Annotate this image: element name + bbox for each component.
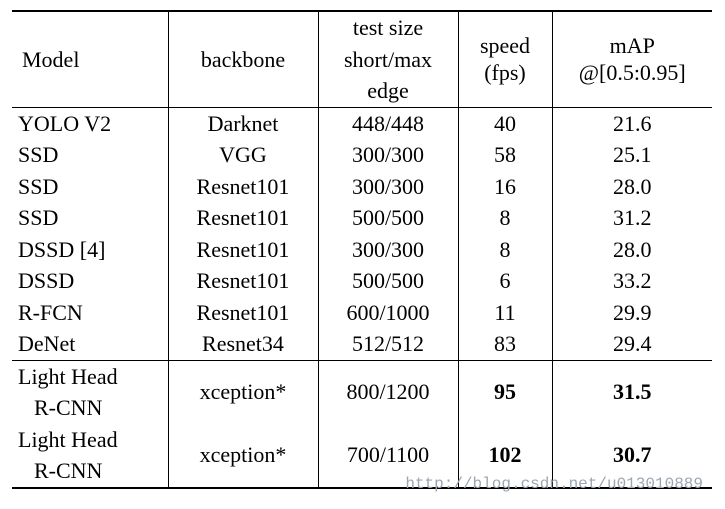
cell-speed: 83 [458,328,552,360]
cell-speed: 8 [458,234,552,266]
cell-speed: 6 [458,265,552,297]
cell-backbone: VGG [168,139,318,171]
col-header-map-l1: mAP [610,33,655,58]
col-header-size-l3: edge [318,75,458,107]
table-row: R-FCN Resnet101 600/1000 11 29.9 [12,297,712,329]
table-row: DSSD Resnet101 500/500 6 33.2 [12,265,712,297]
cell-map: 21.6 [552,107,712,139]
table-row: SSD Resnet101 300/300 16 28.0 [12,171,712,203]
table-row: Light Head xception* 700/1100 102 30.7 [12,424,712,456]
col-header-backbone: backbone [168,11,318,107]
cell-backbone: Resnet101 [168,297,318,329]
comparison-table: Model backbone test size speed (fps) mAP… [12,10,712,489]
col-header-speed-l1: speed [480,33,530,58]
col-header-speed: speed (fps) [458,11,552,107]
cell-backbone: xception* [168,424,318,488]
cell-backbone: xception* [168,360,318,424]
col-header-size-l1: test size [318,11,458,44]
cell-speed: 16 [458,171,552,203]
cell-map: 28.0 [552,234,712,266]
cell-map: 31.5 [552,360,712,424]
cell-size: 600/1000 [318,297,458,329]
col-header-speed-l2: (fps) [484,60,526,85]
col-header-map-l2: @[0.5:0.95] [579,60,686,85]
cell-model: DSSD [4] [12,234,168,266]
cell-map: 28.0 [552,171,712,203]
table-header-row: Model backbone test size speed (fps) mAP… [12,11,712,44]
cell-model: R-FCN [12,297,168,329]
table-row: Light Head xception* 800/1200 95 31.5 [12,360,712,392]
cell-model: SSD [12,202,168,234]
cell-backbone: Resnet101 [168,234,318,266]
cell-size: 300/300 [318,234,458,266]
cell-backbone: Resnet34 [168,328,318,360]
comparison-table-container: Model backbone test size speed (fps) mAP… [0,0,725,489]
cell-size: 300/300 [318,171,458,203]
cell-speed: 95 [458,360,552,424]
col-header-backbone-text: backbone [201,47,285,72]
cell-model: SSD [12,171,168,203]
cell-backbone: Resnet101 [168,202,318,234]
col-header-model-text: Model [22,47,79,72]
col-header-model: Model [12,11,168,107]
cell-size: 500/500 [318,265,458,297]
cell-model: YOLO V2 [12,107,168,139]
col-header-size-l2: short/max [318,44,458,76]
cell-map: 25.1 [552,139,712,171]
cell-model-l2: R-CNN [12,392,168,424]
cell-model-l2: R-CNN [12,455,168,488]
cell-model-l1: Light Head [12,424,168,456]
cell-model: DeNet [12,328,168,360]
cell-map: 31.2 [552,202,712,234]
table-row: DeNet Resnet34 512/512 83 29.4 [12,328,712,360]
cell-model-l1: Light Head [12,360,168,392]
cell-size: 512/512 [318,328,458,360]
cell-map: 29.9 [552,297,712,329]
watermark-text: http://blog.csdn.net/u013010889 [405,475,703,493]
table-row: SSD VGG 300/300 58 25.1 [12,139,712,171]
cell-backbone: Resnet101 [168,265,318,297]
cell-size: 800/1200 [318,360,458,424]
cell-size: 500/500 [318,202,458,234]
cell-size: 300/300 [318,139,458,171]
table-row: DSSD [4] Resnet101 300/300 8 28.0 [12,234,712,266]
cell-map: 33.2 [552,265,712,297]
cell-size: 448/448 [318,107,458,139]
cell-speed: 40 [458,107,552,139]
cell-speed: 8 [458,202,552,234]
cell-speed: 58 [458,139,552,171]
cell-model: SSD [12,139,168,171]
cell-speed: 11 [458,297,552,329]
cell-model: DSSD [12,265,168,297]
cell-map: 29.4 [552,328,712,360]
col-header-map: mAP @[0.5:0.95] [552,11,712,107]
table-row: YOLO V2 Darknet 448/448 40 21.6 [12,107,712,139]
cell-backbone: Resnet101 [168,171,318,203]
table-row: SSD Resnet101 500/500 8 31.2 [12,202,712,234]
cell-backbone: Darknet [168,107,318,139]
